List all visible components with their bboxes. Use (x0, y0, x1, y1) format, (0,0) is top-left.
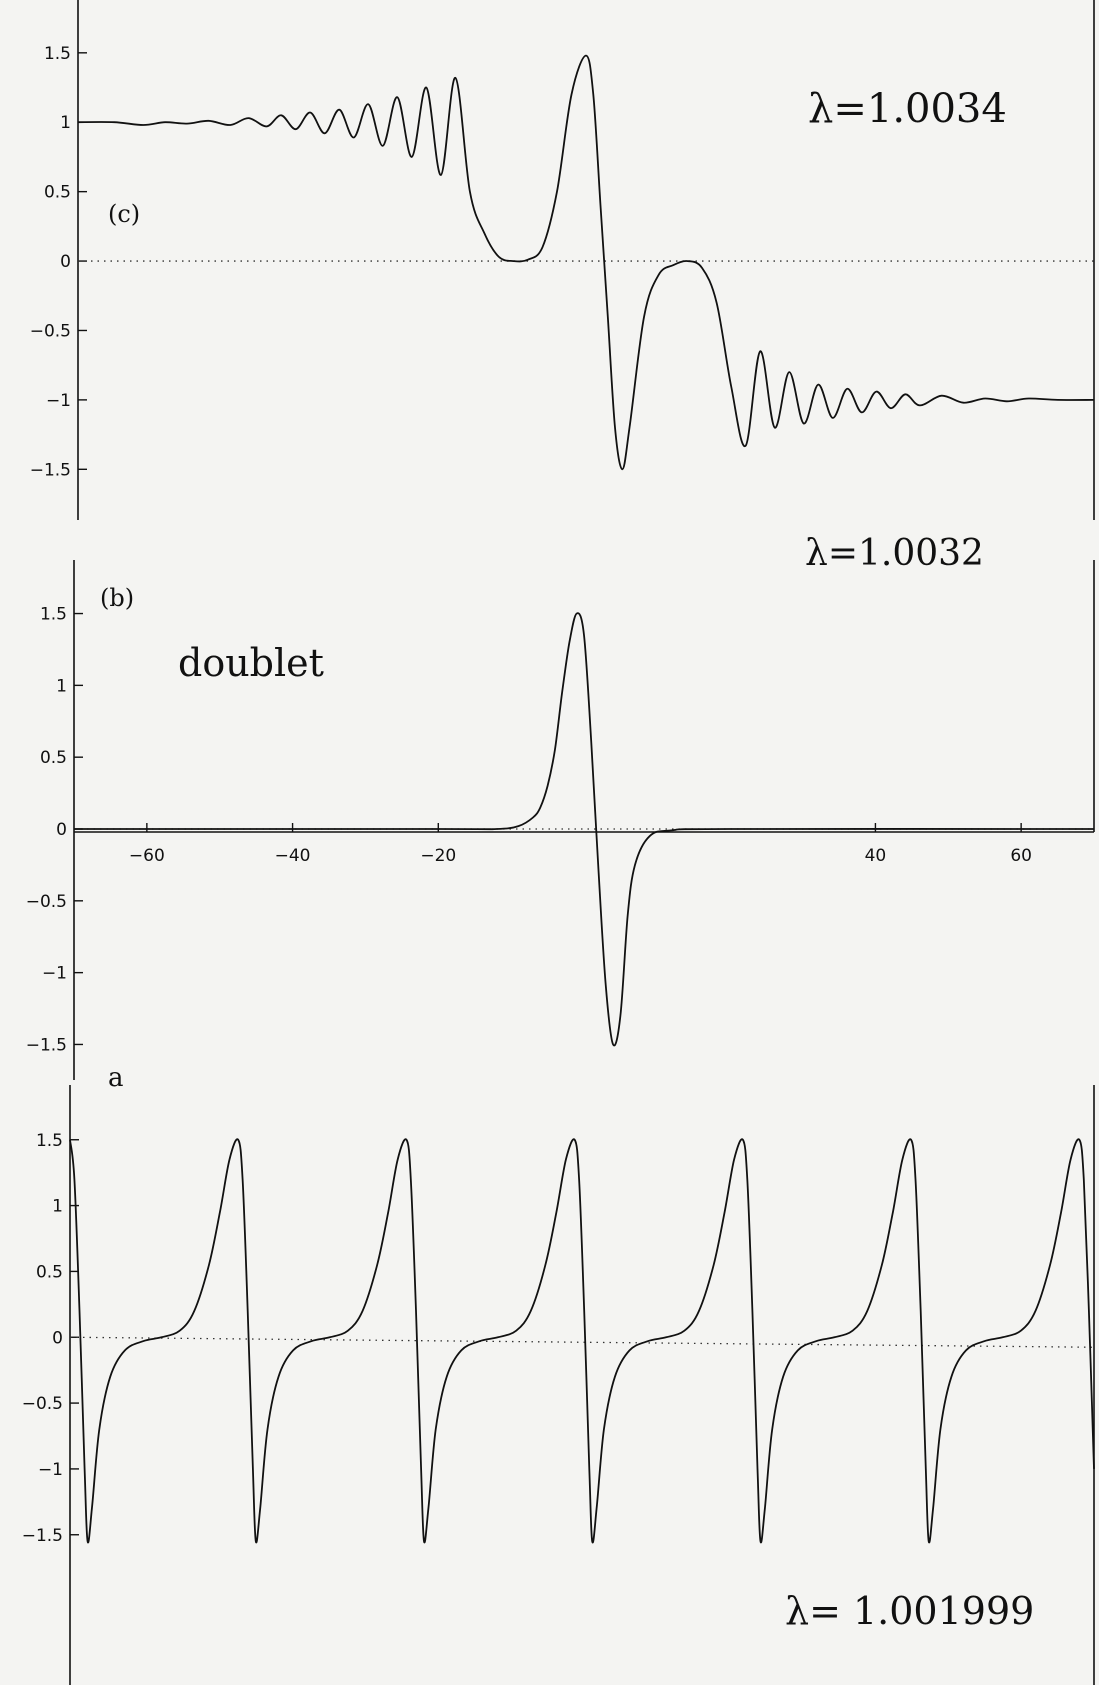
panel-a-y-tick-label: −0.5 (22, 1394, 63, 1414)
panel-b-y-tick-label: −1.5 (26, 1035, 67, 1055)
panel-c-y-ticks: 1.5 1 0.5 0 −0.5 −1 −1.5 (30, 44, 87, 480)
panel-a-y-tick-label: −1.5 (22, 1526, 63, 1546)
panel-a-y-tick-label: 1.5 (36, 1131, 63, 1151)
panel-b: 1.5 1 0.5 0 −0.5 −1 −1.5 −60 −40 −20 40 60 (b) dou… (26, 533, 1095, 1080)
panel-b-y-tick-label: −1 (42, 964, 67, 984)
panel-a-zero-line (69, 1336, 1095, 1348)
panel-b-x-tick-label: 40 (865, 846, 887, 866)
panel-b-x-tick-label: −60 (129, 846, 165, 866)
panel-b-x-tick-label: −20 (420, 846, 456, 866)
panel-c-lambda: λ=1.0034 (808, 86, 1007, 132)
panel-b-y-tick-label: 0 (56, 820, 67, 840)
panel-a-curve (69, 1138, 1095, 1544)
panel-b-curve (74, 612, 1095, 1047)
panel-b-y-ticks: 1.5 1 0.5 0 −0.5 −1 −1.5 (26, 605, 83, 1055)
panel-a-lambda: λ= 1.001999 (785, 1589, 1034, 1633)
panel-c-y-tick-label: −1.5 (30, 460, 71, 480)
panel-b-y-tick-label: 1 (56, 676, 67, 696)
panel-b-x-tick-label: 60 (1010, 846, 1032, 866)
panel-c: 1.5 1 0.5 0 −0.5 −1 −1.5 (c) λ=1.0034 (30, 0, 1095, 520)
panel-a-label: a (108, 1063, 124, 1093)
panel-a-y-tick-label: 1 (52, 1197, 63, 1217)
panel-a-y-tick-label: −1 (38, 1460, 63, 1480)
panel-b-y-tick-label: −0.5 (26, 892, 67, 912)
panel-c-y-tick-label: 1 (60, 113, 71, 133)
panel-a-y-ticks: 1.5 1 0.5 0 −0.5 −1 −1.5 (22, 1131, 79, 1546)
panel-b-x-tick-label: −40 (275, 846, 311, 866)
panel-c-y-tick-label: 1.5 (44, 44, 71, 64)
panel-c-y-tick-label: 0 (60, 252, 71, 272)
panel-b-y-tick-label: 0.5 (40, 748, 67, 768)
panel-b-lambda: λ=1.0032 (805, 533, 984, 574)
panel-c-y-tick-label: 0.5 (44, 183, 71, 203)
panel-c-y-tick-label: −0.5 (30, 321, 71, 341)
doublet-note: doublet (178, 641, 324, 685)
panel-b-y-tick-label: 1.5 (40, 605, 67, 625)
panel-a-y-tick-label: 0.5 (36, 1262, 63, 1282)
panel-c-curve (77, 54, 1095, 471)
panel-b-x-ticks: −60 −40 −20 40 60 (129, 823, 1032, 866)
panel-c-y-tick-label: −1 (46, 391, 71, 411)
panel-c-label: (c) (108, 200, 140, 228)
panel-b-label: (b) (100, 584, 134, 612)
panel-a-y-tick-label: 0 (52, 1328, 63, 1348)
panel-a: 1.5 1 0.5 0 −0.5 −1 −1.5 a λ= 1.001999 (22, 1063, 1095, 1685)
